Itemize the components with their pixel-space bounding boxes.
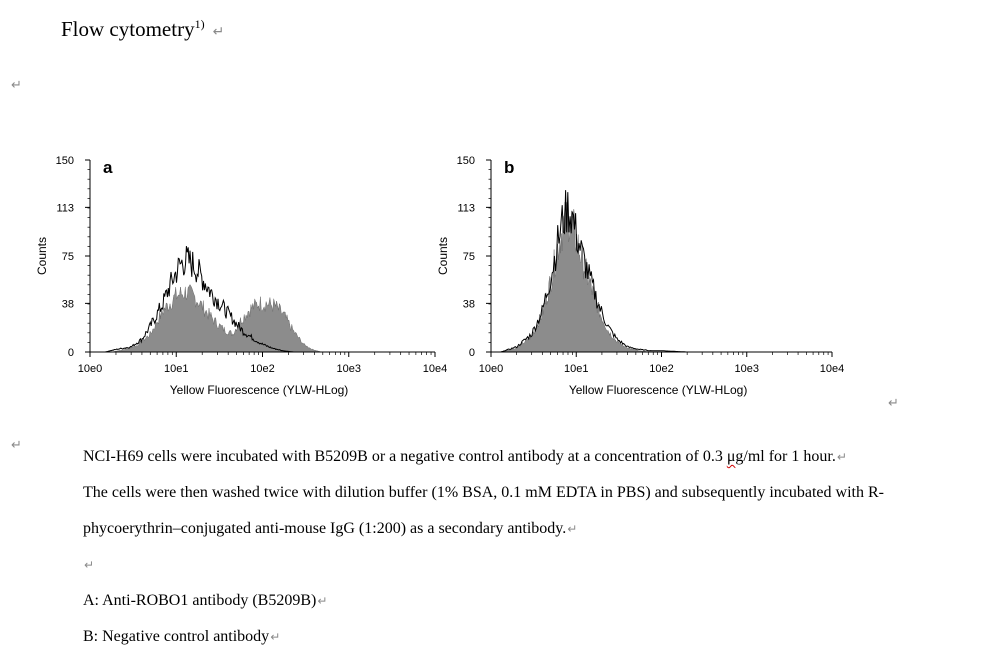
- legend-b-text: B: Negative control antibody: [83, 628, 270, 645]
- histogram-figure-svg: 150 113 75 38 0 10e0 10e1 10e2 10e3 10e4 Yellow Fl…: [35, 155, 844, 397]
- panel-b-series-filled: [500, 202, 662, 353]
- empty-paragraph: ↵: [83, 556, 94, 574]
- legend-line-a: A: Anti-ROBO1 antibody (B5209B)↵: [83, 592, 327, 610]
- paragraph-mark-icon: ↵: [212, 24, 225, 40]
- panel-a-y-tick-label: 113: [56, 202, 74, 214]
- panel-a-y-tick-label: 75: [62, 251, 74, 263]
- panel-a-y-axis-label: Counts: [35, 237, 49, 275]
- panel-a-x-tick-label: 10e2: [250, 363, 274, 375]
- paragraph-mark-icon: ↵: [11, 438, 22, 453]
- panel-a: 150 113 75 38 0 10e0 10e1 10e2 10e3 10e4 Yellow Fl…: [35, 155, 447, 397]
- methods-text-2: The cells were then washed twice with di…: [83, 484, 884, 501]
- paragraph-mark-icon: ↵: [317, 594, 328, 608]
- panel-b-x-tick-label: 10e4: [820, 363, 844, 375]
- methods-line-1: NCI-H69 cells were incubated with B5209B…: [83, 448, 847, 466]
- panel-b-x-tick-label: 10e3: [735, 363, 759, 375]
- panel-b-x-axis-label: Yellow Fluorescence (YLW-HLog): [569, 383, 748, 397]
- panel-b-y-tick-label: 0: [469, 347, 475, 359]
- panel-a-x-tick-label: 10e4: [423, 363, 447, 375]
- methods-text-3: phycoerythrin–conjugated anti-mouse IgG …: [83, 520, 567, 537]
- paragraph-mark-icon: ↵: [567, 522, 578, 536]
- panel-a-x-tick-label: 10e0: [78, 363, 102, 375]
- legend-a-text: A: Anti-ROBO1 antibody (B5209B): [83, 592, 317, 609]
- panel-b-x-tick-label: 10e1: [564, 363, 588, 375]
- panel-b: 150 113 75 38 0 10e0 10e1 10e2 10e3 10e4 Yellow Fl…: [436, 155, 844, 397]
- page-heading: Flow cytometry1) ↵: [61, 17, 224, 42]
- heading-text: Flow cytometry: [61, 17, 195, 41]
- heading-citation: 1): [194, 17, 205, 31]
- panel-a-y-tick-label: 0: [68, 347, 74, 359]
- panel-b-x-tick-label: 10e2: [649, 363, 673, 375]
- panel-a-y-tick-label: 38: [62, 298, 74, 310]
- methods-text-1: NCI-H69 cells were incubated with B5209B…: [83, 448, 727, 465]
- panel-a-series-filled: [111, 284, 322, 353]
- paragraph-mark-icon: ↵: [11, 78, 22, 93]
- panel-b-y-tick-label: 113: [457, 202, 475, 214]
- legend-line-b: B: Negative control antibody↵: [83, 628, 280, 646]
- paragraph-mark-icon: ↵: [888, 396, 899, 411]
- panel-a-y-tick-label: 150: [56, 155, 74, 167]
- panel-a-label: a: [103, 158, 113, 177]
- panel-a-series-outline: [105, 246, 304, 353]
- panel-b-label: b: [504, 158, 514, 177]
- methods-line-3: phycoerythrin–conjugated anti-mouse IgG …: [83, 520, 577, 538]
- panel-a-x-tick-label: 10e3: [337, 363, 361, 375]
- paragraph-mark-icon: ↵: [270, 630, 281, 644]
- panel-a-x-axis-label: Yellow Fluorescence (YLW-HLog): [170, 383, 349, 397]
- panel-b-y-tick-label: 150: [457, 155, 475, 167]
- methods-text-1-end: /ml for 1 hour.: [743, 448, 836, 465]
- panel-a-x-tick-label: 10e1: [164, 363, 188, 375]
- methods-line-2: The cells were then washed twice with di…: [83, 484, 884, 502]
- paragraph-mark-icon: ↵: [84, 558, 95, 572]
- unit-mu: μ: [726, 448, 736, 465]
- panel-b-y-axis-label: Counts: [436, 237, 450, 275]
- flow-cytometry-figure: 150 113 75 38 0 10e0 10e1 10e2 10e3 10e4 Yellow Fl…: [30, 140, 880, 410]
- paragraph-mark-icon: ↵: [836, 450, 847, 464]
- panel-b-x-tick-label: 10e0: [479, 363, 503, 375]
- panel-b-y-tick-label: 38: [463, 298, 475, 310]
- panel-b-y-tick-label: 75: [463, 251, 475, 263]
- unit-g: g: [735, 448, 744, 465]
